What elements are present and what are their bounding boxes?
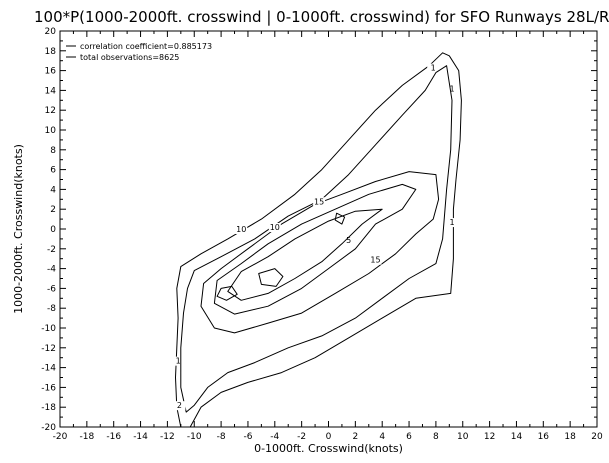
contour-label: 1 xyxy=(176,357,181,366)
x-tick-label: 16 xyxy=(538,432,550,442)
y-tick-label: 16 xyxy=(45,67,57,77)
x-tick-label: -12 xyxy=(160,432,175,442)
contour-label-bg xyxy=(173,401,186,411)
contour-label: 10 xyxy=(270,223,280,232)
contour-line-level-10 xyxy=(213,183,417,315)
x-tick-label: 0 xyxy=(326,432,332,442)
contour-label-bg xyxy=(446,84,459,94)
chart-title: 100*P(1000-2000ft. crosswind | 0-1000ft.… xyxy=(34,8,609,26)
x-tick-label: -14 xyxy=(133,432,148,442)
x-tick-label: -10 xyxy=(187,432,202,442)
y-tick-label: -16 xyxy=(41,383,56,393)
contour-line-level-20 xyxy=(258,268,284,287)
x-tick-label: 8 xyxy=(433,432,439,442)
contour-line-level-5 xyxy=(200,171,440,334)
plot-frame xyxy=(59,30,598,428)
contour-line-level-2 xyxy=(180,65,453,413)
contour-layer: 1 1 1 1 2 5 10 10 15 15 xyxy=(172,52,462,428)
y-tick-label: -20 xyxy=(41,423,56,433)
contour-label: 2 xyxy=(177,401,182,410)
x-tick-label: 20 xyxy=(591,432,603,442)
contour-label-bg xyxy=(235,224,248,234)
contour-label-bg xyxy=(446,218,459,228)
y-tick-label: 20 xyxy=(45,27,57,37)
contour-line-level-1 xyxy=(175,52,462,428)
y-tick-label: 4 xyxy=(50,185,56,195)
contour-line-level-20 xyxy=(334,212,346,225)
y-tick-label: -2 xyxy=(47,245,56,255)
y-tick-label: 14 xyxy=(45,86,57,96)
observations-annotation: total observations=8625 xyxy=(80,53,179,62)
x-tick-label: -20 xyxy=(53,432,68,442)
x-tick-label: 12 xyxy=(484,432,495,442)
y-tick-label: -6 xyxy=(47,284,56,294)
x-tick-label: -8 xyxy=(217,432,226,442)
y-tick-label: 18 xyxy=(45,47,57,57)
y-tick-label: 10 xyxy=(45,126,57,136)
x-axis-label: 0-1000ft. Crosswind(knots) xyxy=(254,442,403,455)
contour-label-bg xyxy=(369,255,382,265)
contour-label: 15 xyxy=(370,256,380,265)
y-tick-label: -8 xyxy=(47,304,56,314)
x-tick-label: 2 xyxy=(352,432,358,442)
x-tick-label: -16 xyxy=(106,432,121,442)
y-tick-label: 2 xyxy=(50,205,56,215)
y-tick-label: 8 xyxy=(50,146,56,156)
contour-label-bg xyxy=(172,356,185,366)
contour-label-bg xyxy=(427,63,440,73)
contour-label-bg xyxy=(313,197,326,207)
x-tick-label: -6 xyxy=(243,432,252,442)
contour-label-bg xyxy=(342,235,355,245)
contour-label: 10 xyxy=(236,225,246,234)
contour-label-bg xyxy=(268,223,281,232)
contour-label: 5 xyxy=(346,236,351,245)
contour-label: 1 xyxy=(449,218,454,227)
contour-label: 15 xyxy=(314,197,324,206)
y-axis-label: 1000-2000ft. Crosswind(knots) xyxy=(12,144,25,314)
x-tick-label: -18 xyxy=(79,432,94,442)
y-tick-label: -10 xyxy=(41,324,56,334)
x-tick-label: 14 xyxy=(511,432,523,442)
x-tick-label: 6 xyxy=(406,432,412,442)
x-tick-label: 10 xyxy=(457,432,469,442)
x-tick-label: 18 xyxy=(564,432,576,442)
y-tick-label: 12 xyxy=(45,106,56,116)
x-tick-label: -4 xyxy=(270,432,279,442)
y-tick-label: -12 xyxy=(41,344,56,354)
contour-line-level-20 xyxy=(216,285,238,301)
contour-label: 1 xyxy=(449,84,454,93)
correlation-annotation: correlation coefficient=0.885173 xyxy=(80,42,212,51)
y-tick-label: 6 xyxy=(50,166,56,176)
y-tick-label: -18 xyxy=(41,403,56,413)
x-tick-label: -2 xyxy=(297,432,306,442)
x-tick-label: 4 xyxy=(379,432,385,442)
contour-label: 1 xyxy=(431,64,436,73)
axes-layer: -20 -18 -16 -14 -12 -10 -8 -6 -4 -2 0 2 4 6 8 10 12 14 16 1… xyxy=(41,27,603,442)
y-tick-label: -14 xyxy=(41,364,56,374)
y-tick-label: -4 xyxy=(47,265,56,275)
y-tick-label: 0 xyxy=(50,225,56,235)
